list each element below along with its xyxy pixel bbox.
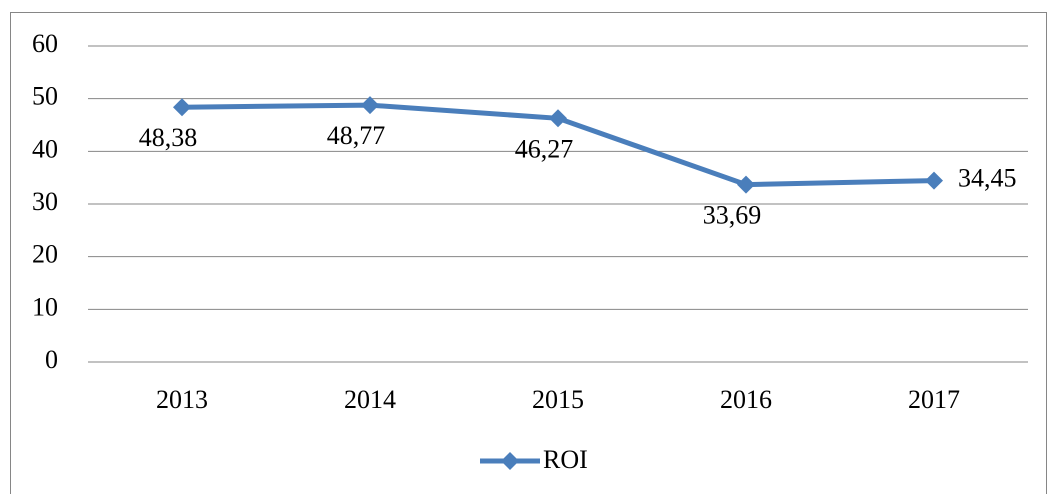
data-label: 46,27 (515, 134, 574, 163)
legend-marker (501, 452, 519, 470)
x-tick-label: 2013 (156, 385, 208, 414)
data-label: 48,77 (327, 121, 386, 150)
x-tick-label: 2017 (908, 385, 960, 414)
y-tick-label: 60 (32, 29, 58, 58)
y-tick-label: 20 (32, 240, 58, 269)
point-marker (173, 98, 191, 117)
data-label: 48,38 (139, 123, 198, 152)
y-tick-label: 30 (32, 187, 58, 216)
point-marker (361, 96, 379, 115)
data-label: 34,45 (958, 164, 1017, 193)
data-label: 33,69 (703, 201, 762, 230)
x-tick-label: 2015 (532, 385, 584, 414)
x-tick-label: 2014 (344, 385, 396, 414)
chart-border (10, 12, 1047, 494)
y-tick-label: 40 (32, 134, 58, 163)
legend-label: ROI (543, 445, 588, 474)
y-tick-label: 0 (45, 345, 58, 374)
y-tick-label: 10 (32, 292, 58, 321)
x-tick-label: 2016 (720, 385, 772, 414)
point-marker (925, 171, 943, 190)
point-marker (737, 175, 755, 194)
y-tick-label: 50 (32, 82, 58, 111)
point-marker (549, 109, 567, 128)
